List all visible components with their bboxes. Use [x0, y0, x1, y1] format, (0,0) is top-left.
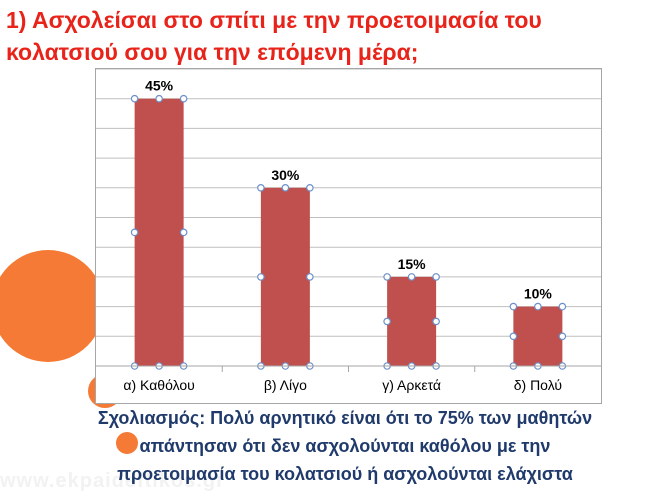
comment-line-2: απάντησαν ότι δεν ασχολούνται καθόλου με… — [139, 436, 551, 456]
selection-handle — [130, 228, 139, 237]
decorative-orange-circle-tiny — [116, 432, 138, 454]
bar-chart: 45% α) Καθόλου 30% β) Λίγο 15% γ) Αρκετά 10% δ)… — [96, 69, 601, 393]
slide-title: 1) Ασχολείσαι στο σπίτι με την προετοιμα… — [6, 7, 542, 65]
category-label: α) Καθόλου — [123, 377, 194, 393]
selection-handle — [257, 184, 265, 192]
watermark: www.ekpaideftikos.gr — [0, 470, 225, 492]
bar — [134, 98, 184, 366]
data-label: 15% — [398, 256, 427, 272]
selection-handle — [257, 273, 265, 281]
bar — [260, 187, 310, 366]
data-label: 10% — [524, 286, 553, 302]
selection-handle — [432, 273, 440, 281]
selection-handle — [509, 332, 518, 341]
category-label: γ) Αρκετά — [382, 377, 441, 393]
selection-handle — [306, 273, 314, 281]
selection-handle — [432, 317, 440, 326]
decorative-orange-circle — [0, 250, 104, 362]
selection-handle — [179, 228, 188, 237]
selection-handle — [306, 184, 314, 192]
selection-handle — [558, 302, 567, 311]
selection-handle — [155, 94, 163, 103]
comment-line-3: προετοιμασία του κολατσιού ή ασχολούνται… — [117, 464, 573, 484]
comment-line-1: Σχολιασμός: Πολύ αρνητικό είναι ότι το 7… — [97, 408, 593, 428]
selection-handle — [130, 94, 139, 103]
comment-text: Σχολιασμός: Πολύ αρνητικό είναι ότι το 7… — [30, 404, 660, 488]
bar — [387, 276, 437, 366]
selection-handle — [281, 184, 290, 192]
selection-handle — [558, 332, 567, 341]
selection-handle — [534, 302, 542, 311]
data-label: 45% — [145, 78, 174, 94]
category-label: δ) Πολύ — [514, 377, 562, 393]
bar — [513, 306, 563, 366]
selection-handle — [179, 94, 188, 103]
selection-handle — [407, 273, 416, 281]
chart-area: 45% α) Καθόλου 30% β) Λίγο 15% γ) Αρκετά 10% δ)… — [95, 68, 602, 404]
data-label: 30% — [271, 167, 300, 183]
selection-handle — [383, 273, 391, 281]
selection-handle — [383, 317, 391, 326]
selection-handle — [509, 302, 518, 311]
category-label: β) Λίγο — [264, 377, 307, 393]
